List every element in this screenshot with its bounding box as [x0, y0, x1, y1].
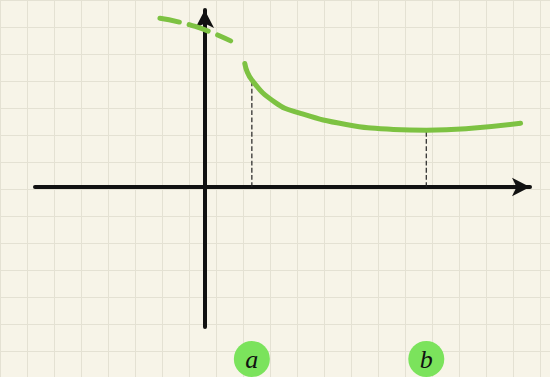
svg-text:b: b: [420, 345, 433, 374]
svg-text:a: a: [245, 345, 258, 374]
